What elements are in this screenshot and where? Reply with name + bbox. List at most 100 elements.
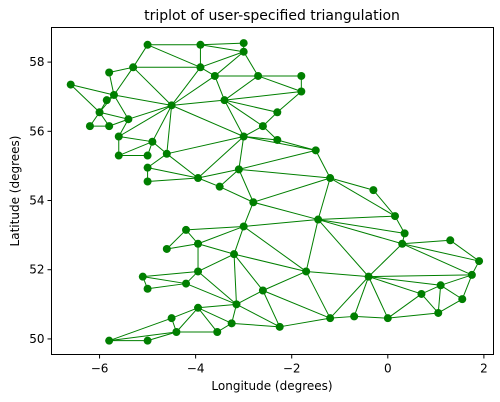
triangulation-edge [305, 271, 331, 319]
triangulation-edge [238, 168, 331, 179]
triangulation-edge [147, 177, 199, 182]
triangulation-edge [214, 51, 244, 77]
triangulation-edge [238, 169, 254, 203]
triangulation-edge [171, 66, 201, 106]
triangulation-edges [70, 42, 480, 342]
x-axis-ticks: −6 −4 −2 0 2 [91, 354, 488, 376]
triangulation-edge [224, 99, 278, 113]
triangulation-edge [113, 94, 129, 120]
triangulation-edge [197, 136, 245, 179]
data-point [417, 289, 426, 298]
data-point [458, 295, 467, 304]
triangulation-edge [329, 177, 396, 217]
triangulation-edge [368, 243, 403, 278]
data-point [254, 71, 263, 80]
x-tick-label: −4 [187, 362, 205, 376]
data-point [475, 257, 484, 266]
triangulation-edge [70, 84, 115, 96]
triangulation-edge [200, 44, 244, 53]
triangulation-edge [166, 243, 199, 250]
data-point [434, 308, 443, 317]
data-point [213, 328, 222, 337]
triangulation-edge [440, 284, 463, 300]
triangulation-edge [151, 105, 173, 142]
triangulation-edge [171, 104, 244, 137]
triangulation-edge [257, 75, 302, 92]
triangulation-edge [402, 239, 451, 245]
triangulation-edge [387, 293, 422, 319]
triangulation-edge [387, 312, 439, 319]
data-point [129, 63, 138, 72]
triangulation-edge [317, 177, 331, 220]
triangulation-edge [197, 168, 239, 179]
data-point [258, 286, 267, 295]
data-point [182, 225, 191, 234]
data-point [467, 270, 476, 279]
data-point [297, 71, 306, 80]
triangulation-edge [166, 136, 244, 155]
data-point [124, 115, 133, 124]
data-point [138, 272, 147, 281]
triangulation-edge [147, 331, 177, 342]
triangulation-edge [368, 276, 422, 295]
triangulation-edge [276, 91, 302, 113]
triangulation-edge [243, 136, 316, 151]
triangulation-edge [402, 243, 480, 262]
data-point [239, 39, 248, 48]
triangulation-edge [113, 94, 172, 106]
data-point [194, 239, 203, 248]
triangulation-edge [185, 283, 237, 305]
y-tick-label: 58 [29, 55, 44, 69]
triangulation-edge [243, 219, 319, 227]
triangulation-edge [99, 111, 129, 120]
data-point [172, 328, 181, 337]
data-point [66, 80, 75, 89]
triangulation-edge [166, 153, 199, 179]
data-point [311, 146, 320, 155]
triangulation-edge [197, 271, 237, 305]
data-point [194, 267, 203, 276]
triangulation-edge [236, 290, 264, 305]
data-point [239, 222, 248, 231]
data-point [369, 186, 378, 195]
triangulation-edge [461, 274, 473, 300]
data-point [162, 244, 171, 253]
data-point [194, 303, 203, 312]
data-point [239, 47, 248, 56]
data-point [446, 236, 455, 245]
data-point [383, 314, 392, 323]
triangulation-edge [147, 44, 201, 68]
data-points [66, 39, 484, 345]
x-tick-label: −6 [91, 362, 109, 376]
triangulation-edge [233, 253, 264, 291]
data-point [400, 229, 409, 238]
x-axis-label: Longitude (degrees) [211, 379, 332, 393]
data-point [230, 250, 239, 259]
y-tick-label: 50 [29, 332, 44, 346]
triangulation-edge [421, 293, 439, 314]
triangulation-edge [109, 331, 177, 342]
data-point [275, 322, 284, 331]
triangulation-edge [368, 276, 389, 319]
plot-frame [51, 27, 494, 355]
chart-title: triplot of user-specified triangulation [144, 8, 400, 24]
triangulation-edge [354, 315, 388, 319]
triangulation-edge [253, 177, 331, 203]
triangulation-edge [253, 201, 319, 221]
triangulation-edge [224, 99, 264, 127]
data-point [105, 122, 114, 131]
data-point [105, 336, 114, 345]
data-point [148, 137, 157, 146]
triangulation-edge [233, 253, 307, 272]
triangulation-edge [109, 66, 134, 73]
data-point [167, 314, 176, 323]
triangulation-edge [353, 276, 370, 317]
triangulation-edge [262, 290, 331, 319]
triangulation-edge [214, 75, 225, 101]
data-point [326, 174, 335, 183]
data-point [182, 279, 191, 288]
data-point [239, 132, 248, 141]
y-tick-label: 56 [29, 124, 44, 138]
triangulation-edge [243, 51, 259, 77]
